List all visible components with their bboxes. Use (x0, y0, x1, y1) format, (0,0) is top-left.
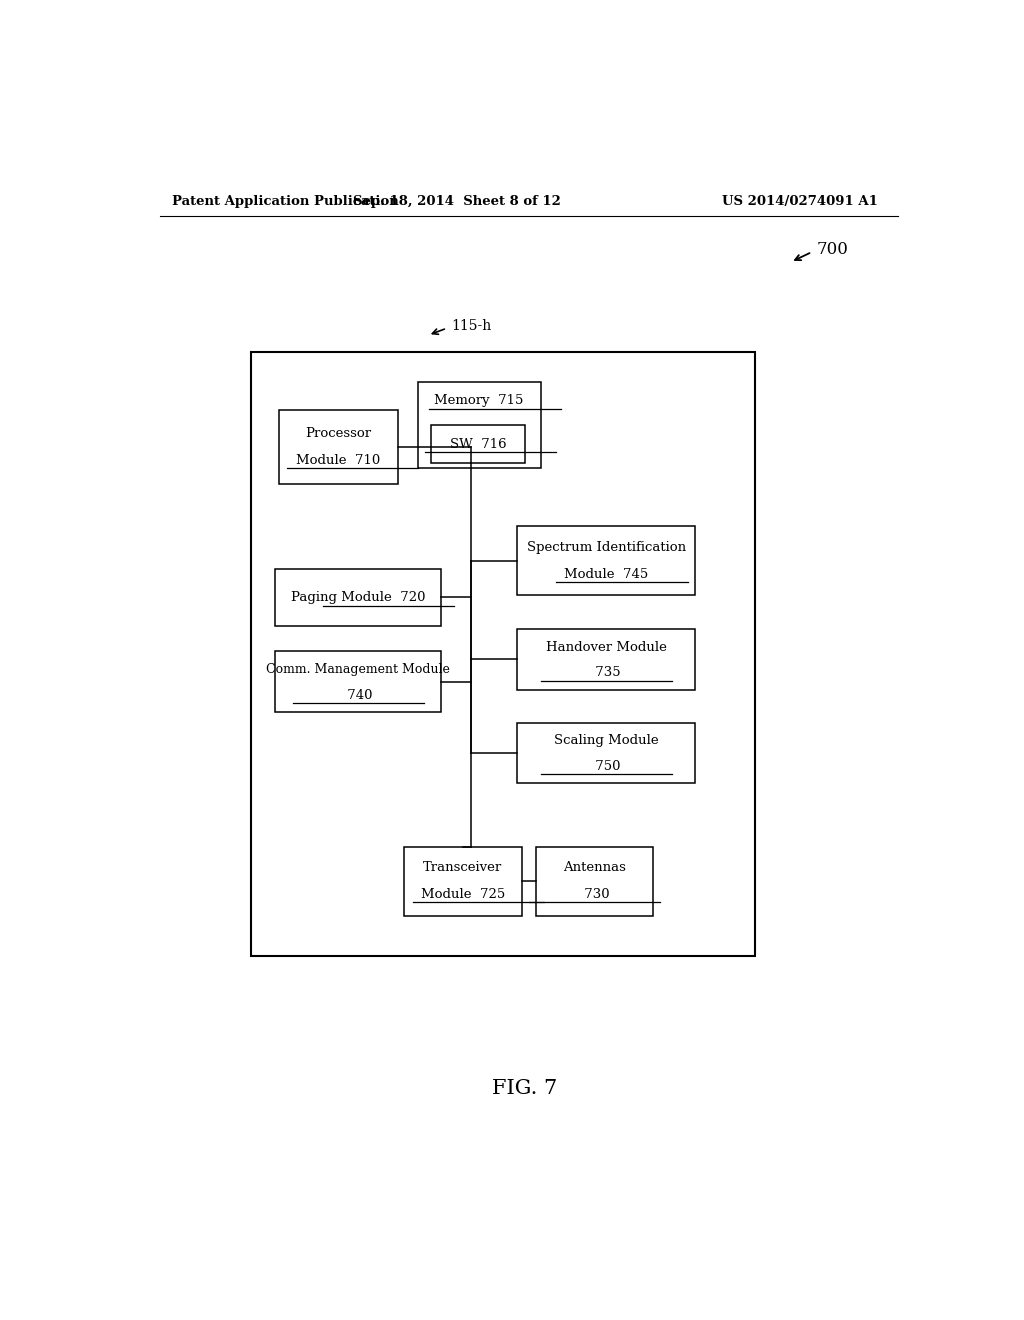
Text: 740: 740 (343, 689, 373, 701)
Text: 750: 750 (592, 760, 621, 772)
Bar (274, 651, 441, 713)
Text: Paging Module  720: Paging Module 720 (291, 591, 425, 605)
Text: Sep. 18, 2014  Sheet 8 of 12: Sep. 18, 2014 Sheet 8 of 12 (353, 194, 561, 207)
Bar (431, 425, 525, 463)
Text: 700: 700 (817, 242, 849, 259)
Text: Memory  715: Memory 715 (434, 393, 524, 407)
Text: US 2014/0274091 A1: US 2014/0274091 A1 (722, 194, 878, 207)
Text: Module  710: Module 710 (296, 454, 381, 467)
Bar (517, 722, 695, 784)
Bar (536, 846, 653, 916)
Text: Comm. Management Module: Comm. Management Module (266, 663, 451, 676)
Bar (418, 381, 541, 469)
Text: Processor: Processor (305, 428, 372, 441)
Text: 730: 730 (580, 888, 609, 900)
Text: FIG. 7: FIG. 7 (493, 1078, 557, 1098)
Text: Handover Module: Handover Module (546, 640, 667, 653)
Text: Module  745: Module 745 (564, 568, 648, 581)
Text: Module  725: Module 725 (421, 888, 505, 900)
Bar (279, 411, 397, 483)
Text: Spectrum Identification: Spectrum Identification (526, 541, 686, 554)
Text: 115-h: 115-h (451, 319, 492, 333)
Text: SW  716: SW 716 (450, 437, 506, 450)
Bar (274, 569, 441, 626)
Text: Antennas: Antennas (563, 862, 626, 874)
Bar (517, 630, 695, 690)
Bar (404, 846, 521, 916)
Bar (251, 351, 755, 956)
Text: Patent Application Publication: Patent Application Publication (172, 194, 398, 207)
Text: Transceiver: Transceiver (423, 862, 503, 874)
Text: Scaling Module: Scaling Module (554, 734, 658, 747)
Bar (517, 527, 695, 595)
Text: 735: 735 (591, 667, 621, 680)
